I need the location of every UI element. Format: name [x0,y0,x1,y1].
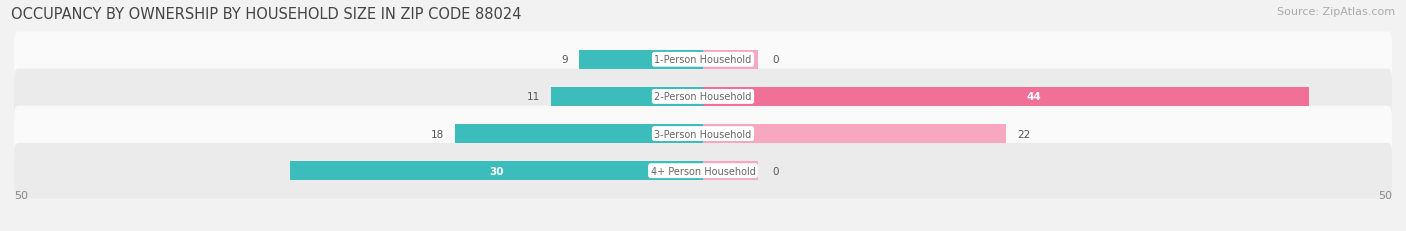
Bar [703,161,758,181]
Text: 0: 0 [772,55,779,65]
Text: 50: 50 [1378,190,1392,200]
Bar [290,161,703,181]
Bar [456,124,703,144]
Text: 0: 0 [772,166,779,176]
Text: 44: 44 [1026,92,1040,102]
Text: 22: 22 [1017,129,1031,139]
Text: 11: 11 [527,92,540,102]
Text: 1-Person Household: 1-Person Household [654,55,752,65]
Text: 2-Person Household: 2-Person Household [654,92,752,102]
Text: OCCUPANCY BY OWNERSHIP BY HOUSEHOLD SIZE IN ZIP CODE 88024: OCCUPANCY BY OWNERSHIP BY HOUSEHOLD SIZE… [11,7,522,22]
Text: Source: ZipAtlas.com: Source: ZipAtlas.com [1277,7,1395,17]
Bar [703,87,1309,107]
Text: 18: 18 [430,129,444,139]
Text: 30: 30 [489,166,503,176]
Text: 9: 9 [561,55,568,65]
Text: 4+ Person Household: 4+ Person Household [651,166,755,176]
FancyBboxPatch shape [14,106,1392,162]
FancyBboxPatch shape [14,143,1392,199]
FancyBboxPatch shape [14,69,1392,125]
FancyBboxPatch shape [14,32,1392,88]
Bar [703,50,758,70]
Bar [579,50,703,70]
Text: 50: 50 [14,190,28,200]
Bar [703,124,1007,144]
Bar [551,87,703,107]
Text: 3-Person Household: 3-Person Household [654,129,752,139]
